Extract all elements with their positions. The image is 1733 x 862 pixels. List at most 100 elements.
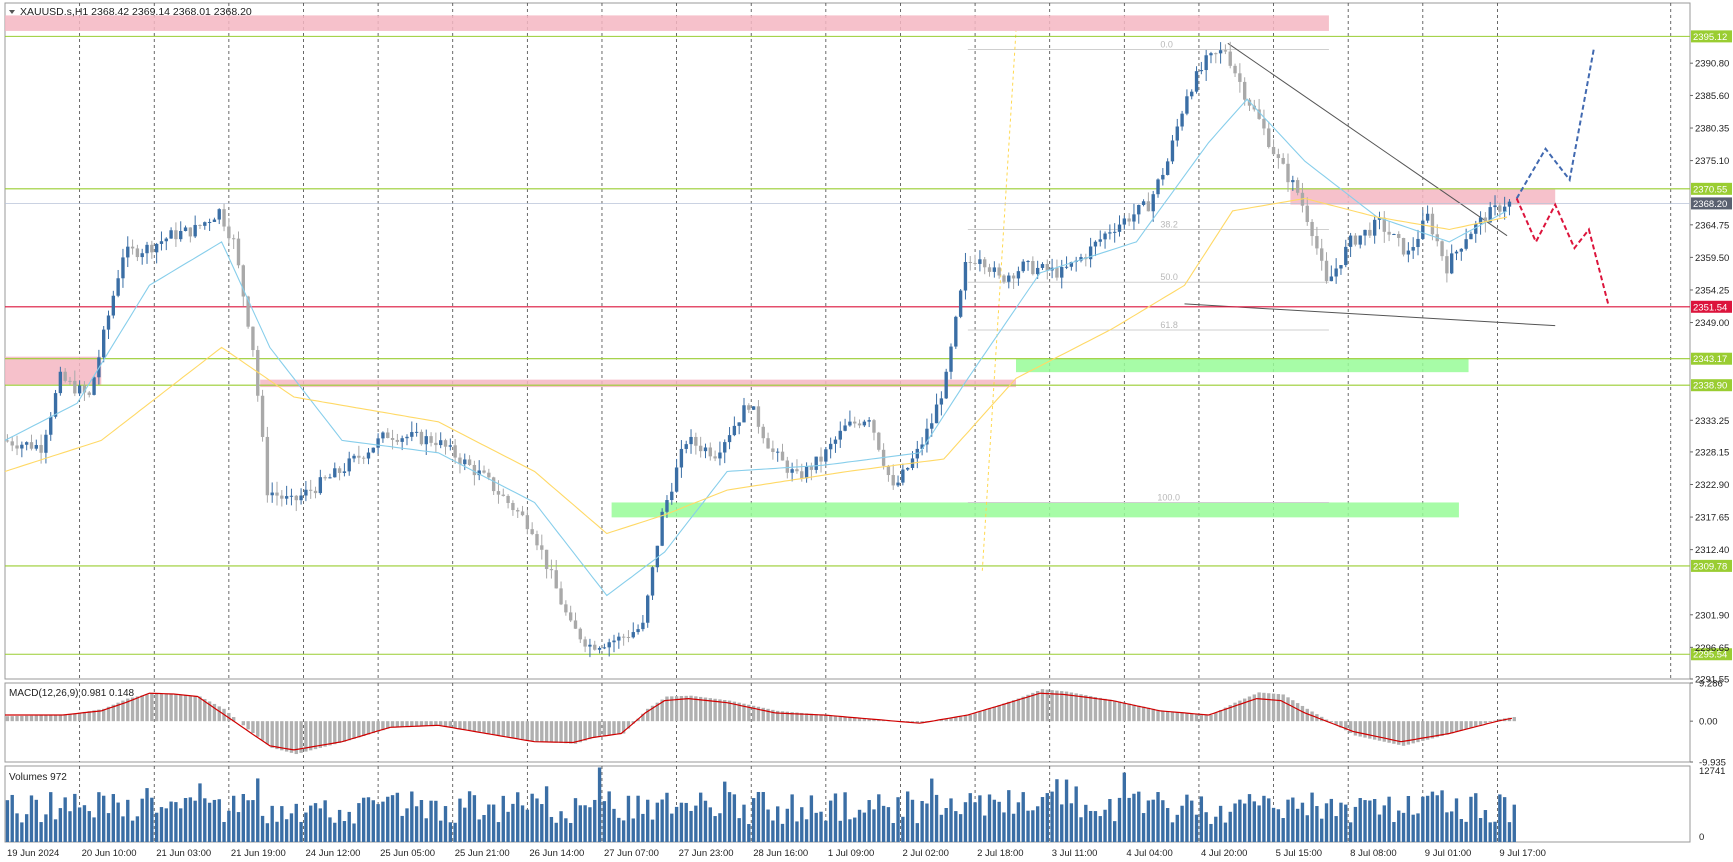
candle-bull bbox=[920, 444, 924, 449]
level-price-label: 2351.54 bbox=[1693, 302, 1727, 313]
candle-bear bbox=[188, 227, 193, 237]
candle-bull bbox=[843, 425, 847, 431]
volume-pane[interactable]: 12741 0 Volumes 972 bbox=[4, 765, 1725, 843]
price-tick-label: 2385.60 bbox=[1695, 91, 1729, 102]
level-price-label: 2370.55 bbox=[1693, 184, 1727, 195]
candle-bull bbox=[424, 436, 428, 445]
candle-bear bbox=[309, 489, 313, 491]
candle-bear bbox=[467, 459, 472, 465]
candle-bull bbox=[742, 405, 746, 423]
macd-pane[interactable]: 9.286 0.00 -9.935 MACD(12,26,9) 0.981 0.14… bbox=[4, 679, 1726, 769]
candle-bull bbox=[463, 459, 467, 465]
candle-bear bbox=[434, 442, 438, 446]
candle-bull bbox=[901, 469, 905, 483]
candle-bear bbox=[1127, 218, 1131, 222]
candle-bull bbox=[217, 209, 221, 220]
candle-bear bbox=[997, 267, 1001, 276]
candle-bull bbox=[1113, 231, 1117, 233]
candle-bull bbox=[1411, 247, 1415, 251]
candle-bear bbox=[549, 569, 554, 571]
candle-bull bbox=[597, 647, 602, 650]
level-price-label: 2368.20 bbox=[1693, 199, 1727, 210]
candle-bear bbox=[809, 466, 814, 470]
forecast-up-path bbox=[1515, 49, 1595, 199]
candle-bull bbox=[1421, 220, 1425, 239]
candle-bull bbox=[145, 244, 149, 254]
level-price-tag bbox=[1691, 352, 1732, 365]
fib-level-label: 0.0 bbox=[1160, 40, 1173, 50]
candle-bull bbox=[684, 444, 688, 449]
candle-bull bbox=[1064, 266, 1069, 268]
candle-bull bbox=[1170, 140, 1175, 162]
candle-bull bbox=[1459, 248, 1464, 252]
zone-red bbox=[260, 379, 1017, 388]
level-price-tag bbox=[1691, 182, 1732, 195]
candle-bear bbox=[761, 426, 765, 439]
level-price-tag bbox=[1691, 559, 1732, 572]
candle-bear bbox=[1238, 73, 1242, 82]
candle-bear bbox=[694, 436, 698, 446]
candle-bull bbox=[1007, 275, 1011, 282]
candle-bull bbox=[641, 622, 645, 630]
price-axis: 2390.80 2385.60 2380.35 2375.10 2364.75 2359.… bbox=[1690, 59, 1729, 686]
candle-bear bbox=[886, 465, 891, 476]
candle-bull bbox=[723, 442, 727, 453]
candle-bull bbox=[1016, 271, 1021, 279]
symbol-info: XAUUSD.s,H1 2368.42 2369.14 2368.01 2368… bbox=[20, 6, 252, 18]
fib-level-label: 61.8 bbox=[1160, 320, 1178, 330]
candle-bull bbox=[776, 451, 780, 453]
time-tick-label: 25 Jun 21:00 bbox=[455, 848, 510, 859]
candle-bull bbox=[371, 447, 375, 453]
candle-bull bbox=[53, 393, 58, 417]
candle-bear bbox=[795, 469, 799, 472]
time-tick-label: 5 Jul 15:00 bbox=[1276, 848, 1322, 859]
candle-bear bbox=[82, 385, 87, 393]
candle-bull bbox=[751, 406, 756, 410]
candle-bull bbox=[77, 385, 82, 394]
candle-bear bbox=[525, 515, 530, 530]
price-zones bbox=[5, 15, 1556, 518]
symbol-header[interactable]: XAUUSD.s,H1 2368.42 2369.14 2368.01 2368… bbox=[9, 6, 252, 18]
chevron-down-icon[interactable] bbox=[9, 10, 15, 14]
candle-bull bbox=[939, 398, 944, 405]
candle-bull bbox=[689, 436, 693, 445]
time-tick-label: 2 Jul 02:00 bbox=[902, 848, 948, 859]
candle-bull bbox=[405, 436, 409, 439]
candle-bull bbox=[1199, 70, 1204, 72]
candle-bull bbox=[111, 295, 116, 316]
candle-bear bbox=[771, 448, 775, 452]
candle-bear bbox=[800, 471, 804, 479]
candle-bear bbox=[1247, 99, 1252, 106]
candle-bull bbox=[116, 278, 120, 296]
candle-bull bbox=[1151, 194, 1155, 212]
candle-bull bbox=[414, 431, 419, 433]
candle-bear bbox=[231, 238, 236, 240]
candle-bear bbox=[983, 259, 987, 268]
candle-bull bbox=[1478, 217, 1483, 224]
moving-averages bbox=[4, 98, 1508, 597]
level-price-label: 2295.54 bbox=[1693, 650, 1727, 661]
candle-bull bbox=[1464, 239, 1468, 249]
candle-bull bbox=[828, 443, 833, 450]
candle-bear bbox=[256, 350, 260, 396]
candle-bull bbox=[679, 448, 684, 468]
candle-bear bbox=[458, 457, 462, 465]
candle-bear bbox=[766, 438, 770, 449]
candle-bull bbox=[631, 632, 635, 638]
candle-bull bbox=[862, 421, 867, 426]
candle-bull bbox=[1454, 251, 1459, 254]
candle-bear bbox=[39, 445, 43, 453]
price-pane[interactable]: 0.0 38.2 50.0 61.8 100.0 2395.12 2370.55 2368.… bbox=[4, 2, 1732, 686]
time-tick-label: 28 Jun 16:00 bbox=[753, 848, 808, 859]
candle-bull bbox=[477, 470, 481, 476]
candle-bull bbox=[164, 238, 168, 242]
candle-bull bbox=[1291, 180, 1295, 183]
candle-bull bbox=[896, 482, 900, 486]
time-tick-label: 24 Jun 12:00 bbox=[305, 848, 360, 859]
candlesticks bbox=[5, 41, 1512, 658]
candle-bear bbox=[593, 644, 597, 650]
candle-bull bbox=[1108, 232, 1112, 234]
time-tick-label: 9 Jul 17:00 bbox=[1499, 848, 1545, 859]
candle-bull bbox=[328, 477, 332, 479]
